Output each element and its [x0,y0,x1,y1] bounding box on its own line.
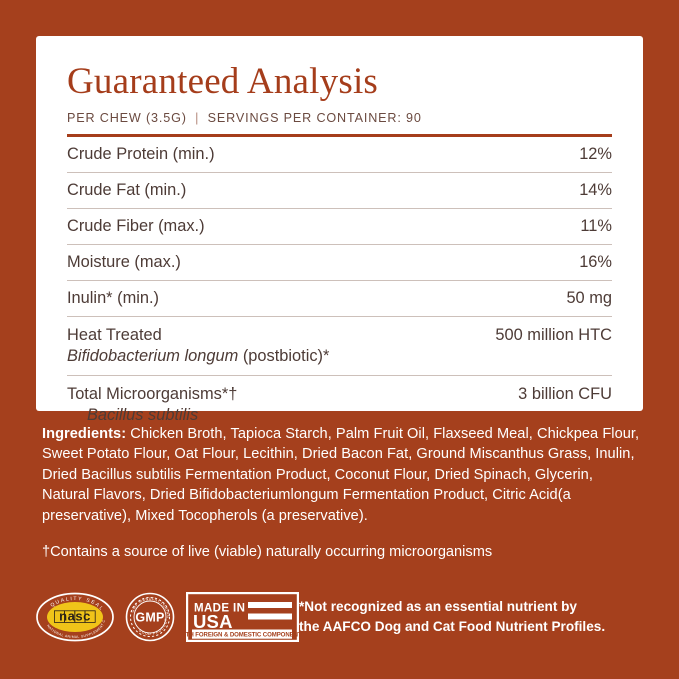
svg-text:MADE IN: MADE IN [194,603,245,615]
nutrient-amount: 3 billion CFU [518,385,612,403]
certification-badges: QUALITY SEAL nasc NATIONAL ANIMAL SUPPLE… [36,592,299,642]
nutrient-name: Moisture (max.) [67,253,181,271]
aafco-disclaimer: *Not recognized as an essential nutrient… [299,597,639,636]
nutrient-name-line1: Total Microorganisms*† [67,385,238,403]
subtitle-divider: | [195,111,200,125]
nutrient-name: Inulin* (min.) [67,289,159,307]
nasc-seal-icon: QUALITY SEAL nasc NATIONAL ANIMAL SUPPLE… [36,592,114,642]
nutrient-name: Crude Fat (min.) [67,181,187,199]
nutrient-name-line1: Heat Treated [67,326,162,344]
ingredients-paragraph: Ingredients: Chicken Broth, Tapioca Star… [42,424,642,526]
ingredients-block: Ingredients: Chicken Broth, Tapioca Star… [42,424,642,562]
svg-text:USA: USA [193,611,233,632]
nutrient-name: Heat Treated Bifidobacterium longum (pos… [67,317,444,376]
table-row: Crude Fiber (max.) 11% [67,209,612,245]
table-row: Moisture (max.) 16% [67,245,612,281]
table-row: Crude Protein (min.) 12% [67,137,612,173]
nutrient-amount: 14% [579,181,612,199]
nutrient-name: Total Microorganisms*† Bacillus subtilis [67,376,444,435]
made-in-usa-badge-icon: MADE IN USA WITH FOREIGN & DOMESTIC COMP… [186,592,299,642]
serving-size: PER CHEW (3.5G) [67,111,187,125]
aafco-disclaimer-line1: *Not recognized as an essential nutrient… [299,599,577,614]
footer-row: QUALITY SEAL nasc NATIONAL ANIMAL SUPPLE… [36,592,643,654]
ingredients-label: Ingredients: [42,426,127,442]
guaranteed-analysis-card: Guaranteed Analysis PER CHEW (3.5G) | SE… [36,36,643,424]
table-row: Total Microorganisms*† Bacillus subtilis… [67,376,612,435]
page-title: Guaranteed Analysis [67,61,379,102]
nutrient-amount: 500 million HTC [495,326,612,344]
guaranteed-analysis-table: Crude Protein (min.) 12% Crude Fat (min.… [67,137,612,434]
table-row: Crude Fat (min.) 14% [67,173,612,209]
svg-text:WITH FOREIGN & DOMESTIC COMPON: WITH FOREIGN & DOMESTIC COMPONENTS [186,632,299,639]
gmp-seal-icon: GMP MANUFACTURING PROCESS GOOD PRODUCT G… [125,592,175,642]
live-microorganisms-note: †Contains a source of live (viable) natu… [42,544,493,561]
table-row: Inulin* (min.) 50 mg [67,281,612,317]
header-rule [67,134,612,137]
nutrient-name: Crude Protein (min.) [67,145,215,163]
nutrient-amount: 50 mg [566,289,612,307]
serving-info: PER CHEW (3.5G) | SERVINGS PER CONTAINER… [67,111,612,125]
organism-qualifier: (postbiotic)* [238,347,330,365]
organism-name: Bacillus subtilis [87,406,199,424]
organism-name: Bifidobacterium longum [67,347,239,365]
nutrient-amount: 12% [579,145,612,163]
aafco-disclaimer-line2: the AAFCO Dog and Cat Food Nutrient Prof… [299,618,606,634]
svg-text:GMP: GMP [135,611,164,625]
nutrient-name: Crude Fiber (max.) [67,217,205,235]
servings-per-container: SERVINGS PER CONTAINER: 90 [207,111,422,125]
nutrient-amount: 16% [579,253,612,271]
ingredients-list: Chicken Broth, Tapioca Starch, Palm Frui… [42,426,640,524]
nutrient-amount: 11% [580,217,612,235]
table-row: Heat Treated Bifidobacterium longum (pos… [67,317,612,376]
